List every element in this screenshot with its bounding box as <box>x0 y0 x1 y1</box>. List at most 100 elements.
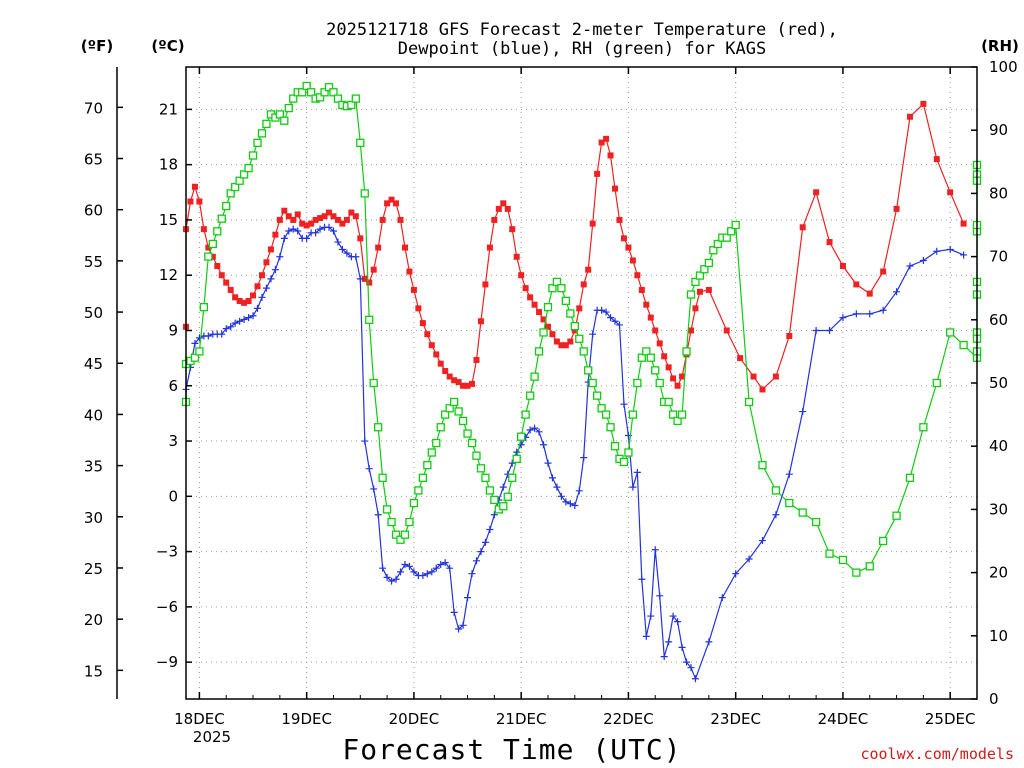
rh-point <box>624 448 633 457</box>
celsius-axis-ticks: −9 −6 −3 0 3 6 9 12 15 18 21 <box>156 100 192 671</box>
dewpoint-point <box>946 245 954 253</box>
temperature-point <box>410 286 417 293</box>
dewpoint-point <box>410 568 418 576</box>
rh-point <box>517 432 526 441</box>
celsius-tick-label: 12 <box>159 266 178 284</box>
rh-point <box>543 303 553 312</box>
x-axis-title: Forecast Time (UTC) <box>342 733 681 766</box>
rh-point <box>418 473 428 482</box>
temperature-point <box>312 216 319 223</box>
dewpoint-point <box>490 511 498 519</box>
dewpoint-point <box>240 315 248 323</box>
temperature-point <box>205 244 212 251</box>
rh-point <box>677 410 687 419</box>
dewpoint-point <box>486 525 494 533</box>
rh-tick-label: 80 <box>989 184 1008 202</box>
rh-tick-label: 50 <box>989 374 1008 392</box>
dewpoint-point <box>553 483 561 491</box>
rh-point <box>275 110 284 119</box>
dewpoint-point <box>303 234 311 242</box>
dewpoint-point <box>508 459 516 467</box>
rh-point <box>253 138 262 147</box>
temperature-point <box>419 320 426 327</box>
rh-tick-label: 100 <box>989 58 1018 76</box>
dewpoint-point <box>732 570 740 578</box>
series-0 <box>183 100 967 393</box>
temperature-point <box>960 220 967 227</box>
rh-point <box>700 265 709 274</box>
rh-point <box>329 88 338 97</box>
rh-point <box>798 508 807 517</box>
celsius-tick-label: 3 <box>168 432 178 450</box>
dewpoint-point <box>428 568 436 576</box>
temperature-point <box>401 244 408 251</box>
rh-point <box>208 239 217 249</box>
rh-point <box>396 535 405 544</box>
temperature-point <box>451 377 458 384</box>
temperature-point <box>518 272 525 279</box>
dewpoint-point <box>705 638 713 646</box>
time-tick-label: 20DEC <box>389 710 440 728</box>
rh-point <box>530 372 539 381</box>
rh-point <box>369 378 378 388</box>
celsius-tick-label: 0 <box>168 487 178 505</box>
rh-point <box>512 454 521 463</box>
rh-point <box>673 416 682 426</box>
dewpoint-point <box>602 308 610 316</box>
temperature-point <box>187 198 194 205</box>
celsius-tick-label: 15 <box>159 211 178 229</box>
temperature-point <box>625 244 632 251</box>
temperature-point <box>223 279 230 286</box>
dewpoint-point <box>638 575 646 583</box>
dewpoint-point <box>906 262 914 270</box>
fahrenheit-axis-label: (ºF) <box>81 37 113 55</box>
rh-point <box>838 555 848 565</box>
temperature-point <box>558 342 565 349</box>
temperature-point <box>379 216 386 223</box>
dewpoint-point <box>329 227 337 235</box>
temperature-point <box>491 216 498 223</box>
rh-point <box>204 252 213 261</box>
dewpoint-point <box>758 537 766 545</box>
dewpoint-point <box>589 330 597 338</box>
temperature-point <box>375 244 382 251</box>
temperature-point <box>531 301 538 308</box>
temperature-point <box>469 380 476 387</box>
dewpoint-point <box>249 312 257 320</box>
series-line <box>185 84 978 574</box>
rh-point <box>499 502 508 511</box>
temperature-point <box>589 220 596 227</box>
rh-point <box>414 486 423 495</box>
dewpoint-point <box>683 658 691 666</box>
temperature-point <box>737 355 744 362</box>
rh-point <box>289 94 298 103</box>
rh-point <box>436 423 445 432</box>
temperature-point <box>661 353 668 360</box>
dewpoint-point <box>472 557 480 565</box>
temperature-point <box>540 316 547 323</box>
dewpoint-point <box>691 675 699 683</box>
series-line <box>185 102 965 391</box>
x-axis-year-label: 2025 <box>193 728 231 746</box>
temperature-point <box>759 386 766 393</box>
rh-point <box>347 100 356 110</box>
dewpoint-point <box>718 594 726 602</box>
dewpoint-point <box>316 225 324 233</box>
rh-point <box>244 163 253 173</box>
temperature-point <box>536 309 543 316</box>
rh-point <box>235 176 244 185</box>
dewpoint-point <box>468 570 476 578</box>
dewpoint-point <box>195 334 203 342</box>
rh-tick-label: 10 <box>989 627 1008 645</box>
rh-point <box>239 170 249 179</box>
rh-point <box>588 378 597 388</box>
rh-point <box>785 498 794 508</box>
dewpoint-point <box>254 304 262 312</box>
rh-point <box>195 347 204 356</box>
fahrenheit-axis-ticks: 15 20 25 30 35 40 45 50 55 60 65 70 <box>84 99 123 680</box>
fahrenheit-tick-label: 65 <box>84 151 103 169</box>
dewpoint-point <box>276 253 284 261</box>
rh-tick-label: 60 <box>989 311 1008 329</box>
celsius-tick-label: −9 <box>156 653 178 671</box>
temperature-point <box>196 198 203 205</box>
